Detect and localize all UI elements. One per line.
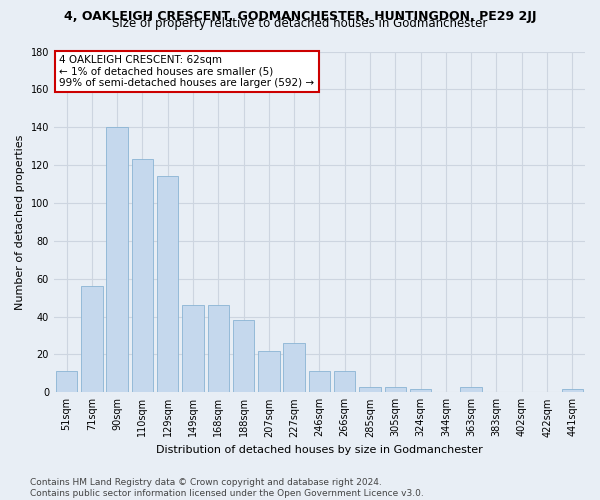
X-axis label: Distribution of detached houses by size in Godmanchester: Distribution of detached houses by size …	[156, 445, 483, 455]
Bar	[208, 305, 229, 392]
Y-axis label: Number of detached properties: Number of detached properties	[15, 134, 25, 310]
Text: Size of property relative to detached houses in Godmanchester: Size of property relative to detached ho…	[112, 18, 488, 30]
Bar	[334, 372, 355, 392]
Text: 4 OAKLEIGH CRESCENT: 62sqm
← 1% of detached houses are smaller (5)
99% of semi-d: 4 OAKLEIGH CRESCENT: 62sqm ← 1% of detac…	[59, 55, 314, 88]
Bar	[233, 320, 254, 392]
Bar	[81, 286, 103, 393]
Bar	[106, 127, 128, 392]
Bar	[309, 372, 330, 392]
Bar	[385, 386, 406, 392]
Bar	[562, 388, 583, 392]
Bar	[359, 386, 381, 392]
Bar	[460, 386, 482, 392]
Bar	[131, 160, 153, 392]
Bar	[56, 372, 77, 392]
Bar	[410, 388, 431, 392]
Bar	[182, 305, 204, 392]
Bar	[283, 343, 305, 392]
Text: Contains HM Land Registry data © Crown copyright and database right 2024.
Contai: Contains HM Land Registry data © Crown c…	[30, 478, 424, 498]
Bar	[157, 176, 178, 392]
Text: 4, OAKLEIGH CRESCENT, GODMANCHESTER, HUNTINGDON, PE29 2JJ: 4, OAKLEIGH CRESCENT, GODMANCHESTER, HUN…	[64, 10, 536, 23]
Bar	[258, 350, 280, 393]
